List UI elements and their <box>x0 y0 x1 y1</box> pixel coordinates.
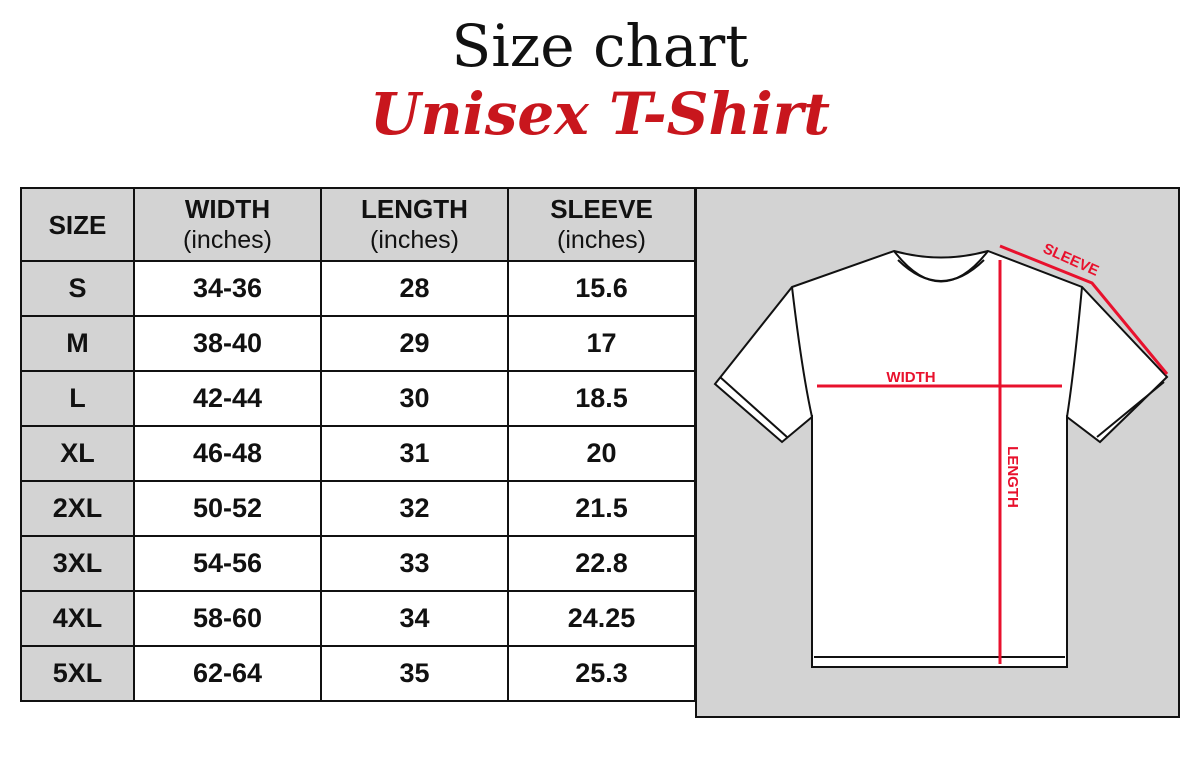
table-cell: 54-56 <box>133 535 322 592</box>
table-cell: 34 <box>320 590 509 647</box>
table-cell: 33 <box>320 535 509 592</box>
table-cell: 4XL <box>20 590 135 647</box>
table-cell: 34-36 <box>133 260 322 317</box>
header-label: SLEEVE <box>550 194 653 224</box>
tshirt-diagram: WIDTH LENGTH SLEEVE <box>695 187 1180 718</box>
header-label: SIZE <box>48 209 107 240</box>
width-label: WIDTH <box>886 369 935 386</box>
header-unit: (inches) <box>370 226 459 254</box>
table-row: XL 46-48 31 20 <box>20 425 696 482</box>
length-label: LENGTH <box>1004 446 1021 508</box>
table-cell: 42-44 <box>133 370 322 427</box>
table-cell: 15.6 <box>507 260 696 317</box>
table-cell: 17 <box>507 315 696 372</box>
size-table: SIZE WIDTH (inches) LENGTH (inches) SLEEVE (in… <box>20 187 696 702</box>
table-cell: 58-60 <box>133 590 322 647</box>
title: Size chart <box>451 12 749 80</box>
table-cell: 2XL <box>20 480 135 537</box>
table-cell: 32 <box>320 480 509 537</box>
table-cell: 30 <box>320 370 509 427</box>
table-row: S 34-36 28 15.6 <box>20 260 696 317</box>
table-cell: 22.8 <box>507 535 696 592</box>
header-label: WIDTH <box>184 194 271 224</box>
table-cell: 18.5 <box>507 370 696 427</box>
header-cell: LENGTH (inches) <box>320 187 509 262</box>
table-cell: 31 <box>320 425 509 482</box>
table-cell: M <box>20 315 135 372</box>
table-cell: 5XL <box>20 645 135 702</box>
table-cell: 21.5 <box>507 480 696 537</box>
subtitle: Unisex T-Shirt <box>369 80 831 148</box>
table-cell: S <box>20 260 135 317</box>
table-cell: 62-64 <box>133 645 322 702</box>
table-row: L 42-44 30 18.5 <box>20 370 696 427</box>
table-cell: 38-40 <box>133 315 322 372</box>
table-cell: 50-52 <box>133 480 322 537</box>
table-cell: 35 <box>320 645 509 702</box>
table-cell: 3XL <box>20 535 135 592</box>
header-cell: SIZE <box>20 187 135 262</box>
table-cell: 28 <box>320 260 509 317</box>
header-cell: SLEEVE (inches) <box>507 187 696 262</box>
table-cell: 25.3 <box>507 645 696 702</box>
header-cell: WIDTH (inches) <box>133 187 322 262</box>
header-label: LENGTH <box>361 194 468 224</box>
table-cell: 24.25 <box>507 590 696 647</box>
table-row: 3XL 54-56 33 22.8 <box>20 535 696 592</box>
table-row: 2XL 50-52 32 21.5 <box>20 480 696 537</box>
table-cell: L <box>20 370 135 427</box>
table-cell: 46-48 <box>133 425 322 482</box>
table-cell: XL <box>20 425 135 482</box>
table-row: M 38-40 29 17 <box>20 315 696 372</box>
table-row: 5XL 62-64 35 25.3 <box>20 645 696 702</box>
table-cell: 29 <box>320 315 509 372</box>
header-row: SIZE WIDTH (inches) LENGTH (inches) SLEEVE (in… <box>20 187 696 262</box>
header-unit: (inches) <box>183 226 272 254</box>
tshirt-icon: WIDTH LENGTH SLEEVE <box>713 240 1169 668</box>
header-unit: (inches) <box>557 226 646 254</box>
table-row: 4XL 58-60 34 24.25 <box>20 590 696 647</box>
table-cell: 20 <box>507 425 696 482</box>
